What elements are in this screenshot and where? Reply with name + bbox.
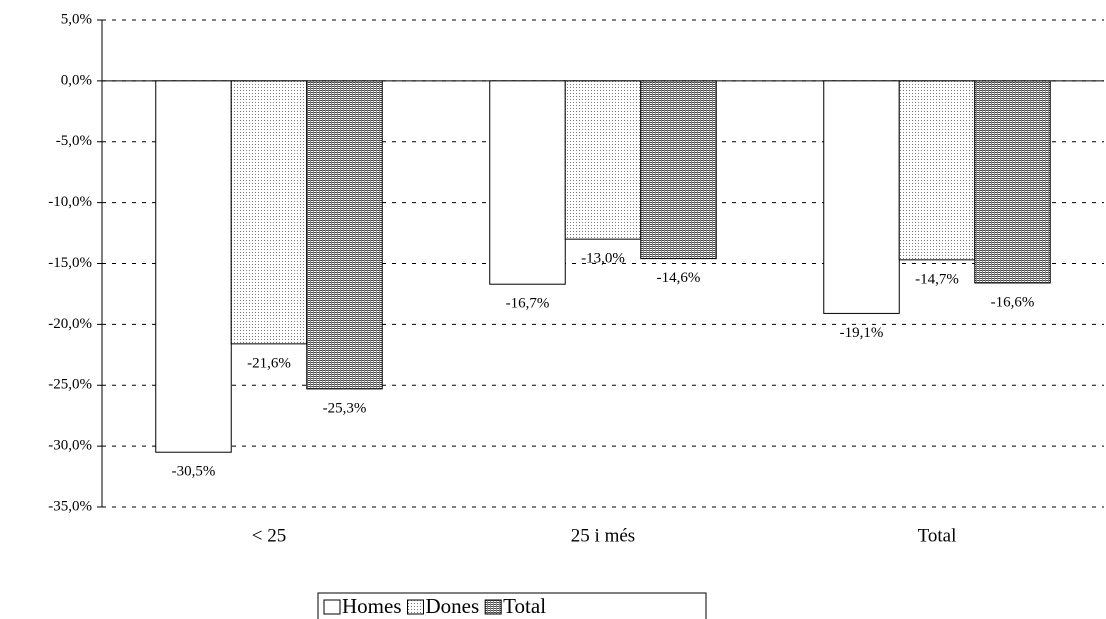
legend-swatch: [484, 599, 502, 615]
bar: [155, 80, 232, 453]
x-tick-label: 25 i més: [571, 525, 635, 546]
bar: [489, 80, 566, 285]
y-tick-label: -20,0%: [48, 316, 92, 332]
y-tick-label: -35,0%: [48, 498, 92, 514]
data-label: -14,7%: [915, 271, 959, 287]
x-tick-label: < 25: [252, 525, 286, 546]
legend-box: [317, 592, 707, 619]
y-tick-label: -25,0%: [48, 377, 92, 393]
bar: [823, 80, 900, 314]
y-tick-label: -10,0%: [48, 194, 92, 210]
data-label: -25,3%: [323, 400, 367, 416]
x-tick-label: Total: [918, 525, 957, 546]
y-tick-label: 0,0%: [61, 72, 92, 88]
data-label: -16,6%: [991, 294, 1035, 310]
bar: [898, 80, 976, 261]
bar: [306, 80, 383, 390]
legend-label: Homes: [342, 594, 402, 618]
data-label: -30,5%: [172, 464, 216, 480]
legend-label: Dones: [426, 594, 480, 618]
bar: [230, 80, 308, 345]
y-tick-label: -15,0%: [48, 255, 92, 271]
data-label: -16,7%: [506, 296, 550, 312]
data-label: -14,6%: [657, 270, 701, 286]
bar: [640, 80, 717, 260]
y-tick-label: -30,0%: [48, 438, 92, 454]
y-tick-label: 5,0%: [61, 11, 92, 27]
data-label: -19,1%: [840, 325, 884, 341]
data-label: -21,6%: [247, 355, 291, 371]
data-label: -13,0%: [581, 251, 625, 267]
bar: [974, 80, 1051, 284]
bar: [564, 80, 642, 240]
legend-swatch: [407, 599, 424, 615]
y-tick-label: -5,0%: [56, 133, 92, 149]
legend-label: Total: [503, 594, 546, 618]
legend-swatch: [323, 599, 341, 615]
